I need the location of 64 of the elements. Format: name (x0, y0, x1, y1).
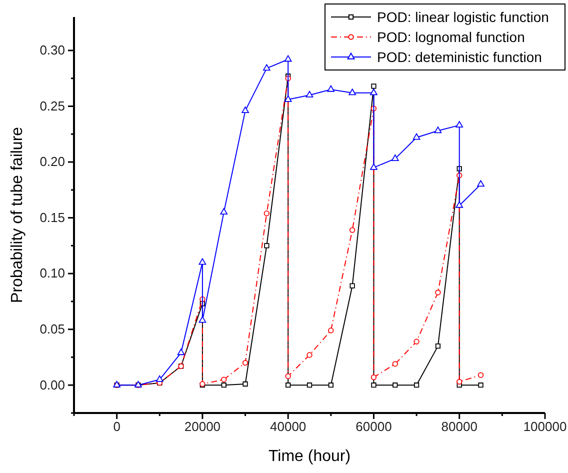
point (306, 352, 312, 358)
point (327, 85, 335, 92)
point (306, 90, 314, 98)
point (264, 210, 270, 216)
point (414, 338, 420, 344)
point (242, 381, 248, 387)
point (156, 375, 164, 382)
point (198, 316, 206, 323)
y-tick-label: 0.30 (40, 42, 65, 58)
point (478, 372, 484, 378)
point (328, 328, 334, 334)
point (242, 360, 248, 366)
y-tick-label: 0.05 (40, 322, 65, 336)
point (286, 382, 291, 388)
point (220, 208, 228, 215)
point (370, 374, 377, 380)
y-axis-title: Probability of tube failure (9, 126, 26, 304)
point (263, 64, 270, 71)
point (177, 348, 185, 356)
legend-label: POD: linear logistic function (377, 9, 549, 25)
legend-label: POD: lognomal function (377, 29, 525, 45)
point (328, 382, 334, 388)
point (456, 201, 464, 208)
point (264, 243, 270, 248)
point (198, 258, 206, 265)
point (412, 133, 420, 140)
y-tick-label: 0.10 (40, 266, 65, 281)
point (392, 361, 398, 367)
point (414, 382, 420, 388)
y-tick-label: 0.15 (40, 210, 65, 225)
point (435, 344, 441, 349)
legend-label: POD: deteministic function (377, 49, 542, 65)
point (477, 180, 484, 187)
point (434, 126, 442, 134)
point (221, 376, 227, 382)
point (371, 84, 376, 89)
x-tick-label: 0 (113, 419, 120, 434)
point (242, 106, 249, 114)
point (370, 163, 378, 170)
y-tick-label: 0.20 (40, 154, 65, 170)
point (348, 88, 356, 96)
x-tick-label: 60000 (356, 419, 392, 434)
point (370, 88, 378, 96)
point (478, 382, 484, 388)
x-tick-label: 80000 (441, 419, 478, 434)
point (284, 95, 292, 102)
point (221, 382, 226, 388)
x-tick-label: 20000 (184, 419, 221, 434)
point (371, 382, 376, 388)
point (349, 227, 356, 233)
point (456, 121, 464, 128)
y-tick-label: 0.00 (40, 377, 65, 392)
point (435, 290, 441, 296)
y-tick-label: 0.25 (40, 98, 65, 114)
point (306, 382, 312, 388)
point (284, 55, 292, 62)
point (285, 373, 291, 380)
x-axis-title: Time (hour) (268, 448, 351, 465)
point (350, 283, 355, 288)
x-tick-label: 100000 (523, 419, 567, 434)
x-tick-label: 40000 (270, 419, 306, 434)
point (392, 382, 398, 388)
point (456, 378, 462, 385)
point (391, 154, 399, 161)
